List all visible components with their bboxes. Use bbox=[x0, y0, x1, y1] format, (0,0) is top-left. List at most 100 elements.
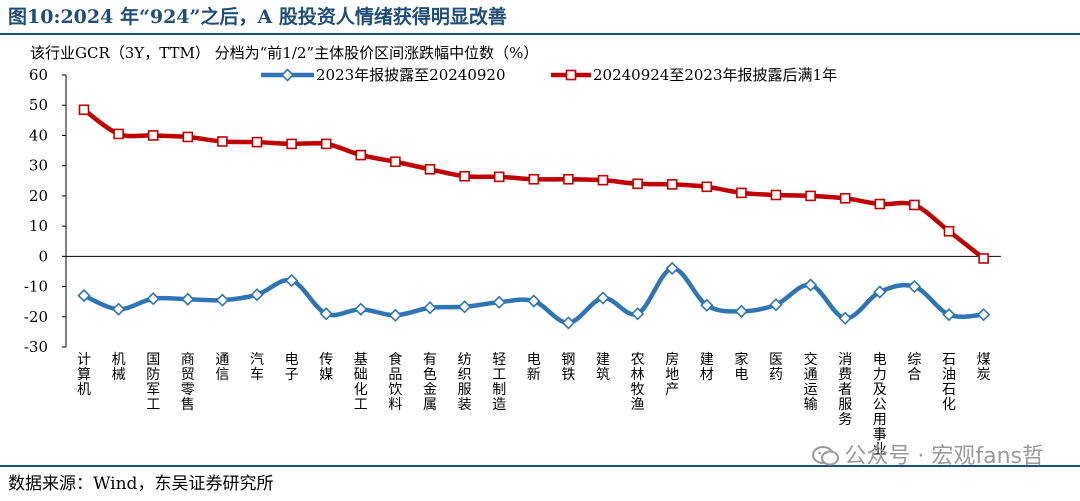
x-tick-label: 钢铁 bbox=[561, 352, 575, 383]
y-tick-label: 50 bbox=[29, 96, 48, 114]
x-tick-label: 石油石化 bbox=[942, 352, 956, 413]
chart-axes: 6050403020100-10-20-30计算机机械国防军工商贸零售通信汽车电… bbox=[24, 66, 1001, 458]
series-1-point bbox=[769, 298, 783, 312]
series-2 bbox=[78, 104, 989, 264]
series-2-point bbox=[390, 156, 401, 168]
x-tick-label: 房地产 bbox=[665, 352, 679, 398]
x-tick-label: 食品饮料 bbox=[388, 351, 402, 413]
series-2-point bbox=[528, 173, 540, 185]
wechat-icon bbox=[812, 446, 840, 466]
y-tick-label: 20 bbox=[29, 187, 48, 205]
series-2-point bbox=[978, 253, 989, 264]
x-tick-label: 医药 bbox=[769, 352, 783, 383]
series-2-point bbox=[286, 138, 297, 150]
x-tick-label: 汽车 bbox=[250, 352, 264, 383]
series-2-point bbox=[874, 198, 886, 210]
chart-legend: 2023年报披露至20240920 20240924至2023年报披露后满1年 bbox=[261, 66, 837, 84]
y-tick-label: -10 bbox=[24, 278, 48, 296]
legend-item-2: 20240924至2023年报披露后满1年 bbox=[551, 66, 837, 84]
series-1-point bbox=[873, 285, 887, 299]
x-tick-label: 机械 bbox=[112, 352, 126, 383]
series-1-point bbox=[146, 292, 160, 306]
x-tick-label: 农林牧渔 bbox=[631, 352, 645, 413]
series-2-point bbox=[770, 189, 782, 201]
series-1-point bbox=[457, 300, 472, 314]
series-2-point bbox=[182, 131, 194, 143]
x-tick-label: 建筑 bbox=[596, 352, 610, 383]
series-1-point bbox=[561, 316, 576, 330]
x-tick-label: 基础化工 bbox=[354, 351, 368, 413]
series-1-point bbox=[803, 278, 818, 292]
x-tick-label: 消费者服务 bbox=[838, 352, 852, 428]
y-tick-label: 60 bbox=[29, 66, 48, 84]
series-1 bbox=[77, 261, 991, 330]
legend-label: 2023年报披露至20240920 bbox=[316, 66, 506, 84]
x-tick-label: 商贸零售 bbox=[181, 352, 195, 413]
x-tick-label: 综合 bbox=[907, 352, 921, 383]
series-2-point bbox=[701, 181, 713, 193]
series-2-point bbox=[459, 170, 470, 182]
series-2-point bbox=[839, 193, 851, 204]
x-tick-label: 计算机 bbox=[77, 352, 91, 398]
series-2-point bbox=[909, 199, 920, 211]
series-1-point bbox=[838, 311, 852, 325]
source-divider bbox=[0, 465, 1080, 467]
y-tick-label: 40 bbox=[29, 126, 48, 144]
series-2-point bbox=[493, 171, 505, 183]
legend-swatch-marker bbox=[565, 69, 577, 81]
y-tick-label: -20 bbox=[24, 308, 48, 326]
series-1-point bbox=[354, 302, 368, 316]
x-tick-label: 通信 bbox=[215, 352, 229, 383]
series-2-point bbox=[597, 174, 609, 186]
series-1-point bbox=[976, 308, 991, 322]
series-1-point bbox=[907, 279, 922, 294]
plot-area bbox=[77, 104, 991, 330]
series-2-point bbox=[666, 179, 678, 190]
series-2-point bbox=[251, 136, 263, 148]
series-2-point bbox=[320, 138, 332, 150]
legend-label: 20240924至2023年报披露后满1年 bbox=[593, 66, 837, 84]
series-1-point bbox=[596, 291, 610, 305]
series-1-point bbox=[942, 308, 956, 322]
legend-swatch-marker bbox=[280, 68, 295, 82]
series-2-point bbox=[355, 149, 367, 161]
watermark-text: 公众号 · 宏观fans哲 bbox=[844, 444, 1044, 469]
series-2-point bbox=[78, 104, 90, 116]
y-axis-label: 该行业GCR（3Y，TTM） 分档为“前1/2”主体股价区间涨跌幅中位数（%） bbox=[30, 44, 538, 62]
series-1-point bbox=[77, 288, 91, 303]
series-1-point bbox=[319, 307, 333, 321]
series-1-point bbox=[630, 307, 645, 321]
series-2-point bbox=[113, 128, 124, 140]
x-tick-label: 纺织服装 bbox=[458, 352, 472, 413]
source-note: 数据来源：Wind，东吴证券研究所 bbox=[8, 474, 274, 494]
x-tick-label: 电新 bbox=[527, 352, 541, 383]
series-1-point bbox=[111, 302, 126, 316]
title-divider bbox=[0, 33, 1080, 35]
series-2-point bbox=[805, 190, 816, 202]
legend-item-1: 2023年报披露至20240920 bbox=[261, 66, 506, 84]
x-tick-label: 轻工制造 bbox=[492, 352, 506, 413]
series-2-point bbox=[632, 178, 643, 190]
x-tick-label: 有色金属 bbox=[423, 352, 437, 413]
series-2-point bbox=[943, 225, 955, 237]
watermark: 公众号 · 宏观fans哲 bbox=[812, 438, 1044, 470]
series-1-point bbox=[388, 308, 403, 322]
y-tick-label: -30 bbox=[24, 338, 48, 356]
x-tick-label: 国防军工 bbox=[146, 352, 160, 413]
series-1-point bbox=[492, 295, 506, 309]
series-2-point bbox=[424, 163, 436, 175]
series-1-point bbox=[250, 288, 264, 302]
y-tick-label: 10 bbox=[29, 217, 48, 235]
series-1-point bbox=[181, 292, 195, 306]
series-1-point bbox=[215, 293, 230, 307]
series-1-point bbox=[284, 273, 299, 288]
series-1-point bbox=[527, 294, 541, 308]
x-tick-label: 传媒 bbox=[319, 352, 333, 383]
x-tick-label: 家电 bbox=[734, 351, 748, 383]
series-1-point bbox=[665, 261, 679, 276]
y-tick-label: 0 bbox=[38, 247, 48, 265]
series-2-point bbox=[217, 136, 228, 147]
x-tick-label: 电子 bbox=[285, 352, 299, 383]
figure-title: 图10:2024 年“924”之后，A 股投资人情绪获得明显改善 bbox=[8, 6, 507, 28]
series-1-point bbox=[423, 301, 437, 315]
